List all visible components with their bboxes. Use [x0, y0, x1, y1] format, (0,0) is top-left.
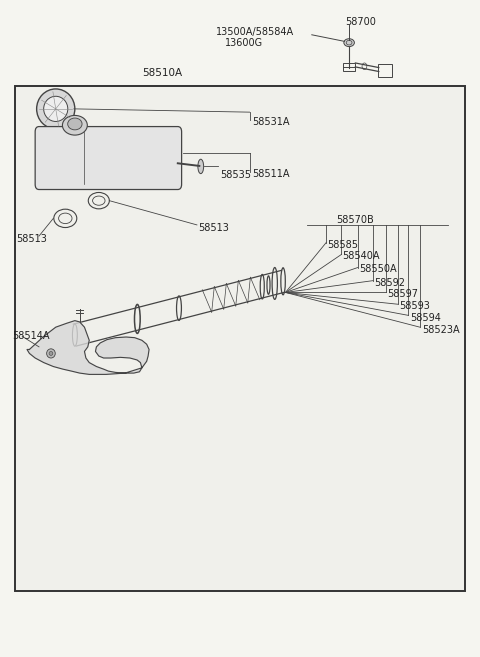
- Text: 58594: 58594: [410, 313, 441, 323]
- Ellipse shape: [47, 349, 55, 358]
- Bar: [343, 63, 355, 71]
- Bar: [15, 86, 465, 591]
- Text: 58531A: 58531A: [252, 117, 289, 127]
- Text: 58535: 58535: [220, 170, 251, 180]
- Ellipse shape: [198, 159, 204, 173]
- FancyBboxPatch shape: [35, 127, 181, 189]
- Text: 13600G: 13600G: [225, 37, 263, 48]
- Ellipse shape: [344, 39, 354, 47]
- Text: 58513: 58513: [16, 234, 47, 244]
- Ellipse shape: [44, 97, 68, 122]
- Text: 58593: 58593: [399, 301, 430, 311]
- Text: 58513: 58513: [198, 223, 229, 233]
- Text: 58585: 58585: [327, 240, 358, 250]
- Text: 58570B: 58570B: [336, 215, 373, 225]
- Bar: [378, 64, 392, 78]
- Text: 58511A: 58511A: [252, 170, 289, 179]
- Text: 58592: 58592: [374, 278, 405, 288]
- Text: 58514A: 58514A: [12, 331, 50, 342]
- Polygon shape: [27, 321, 149, 374]
- Ellipse shape: [68, 118, 82, 130]
- Ellipse shape: [49, 351, 53, 355]
- Text: 58597: 58597: [387, 289, 419, 300]
- Text: 58510A: 58510A: [142, 68, 182, 78]
- Text: 13500A/58584A: 13500A/58584A: [216, 27, 294, 37]
- Text: 58523A: 58523A: [422, 325, 459, 335]
- Text: 58700: 58700: [345, 16, 376, 27]
- Text: 58550A: 58550A: [359, 265, 396, 275]
- Ellipse shape: [36, 89, 75, 129]
- Ellipse shape: [62, 116, 87, 135]
- Text: 58540A: 58540A: [342, 252, 380, 261]
